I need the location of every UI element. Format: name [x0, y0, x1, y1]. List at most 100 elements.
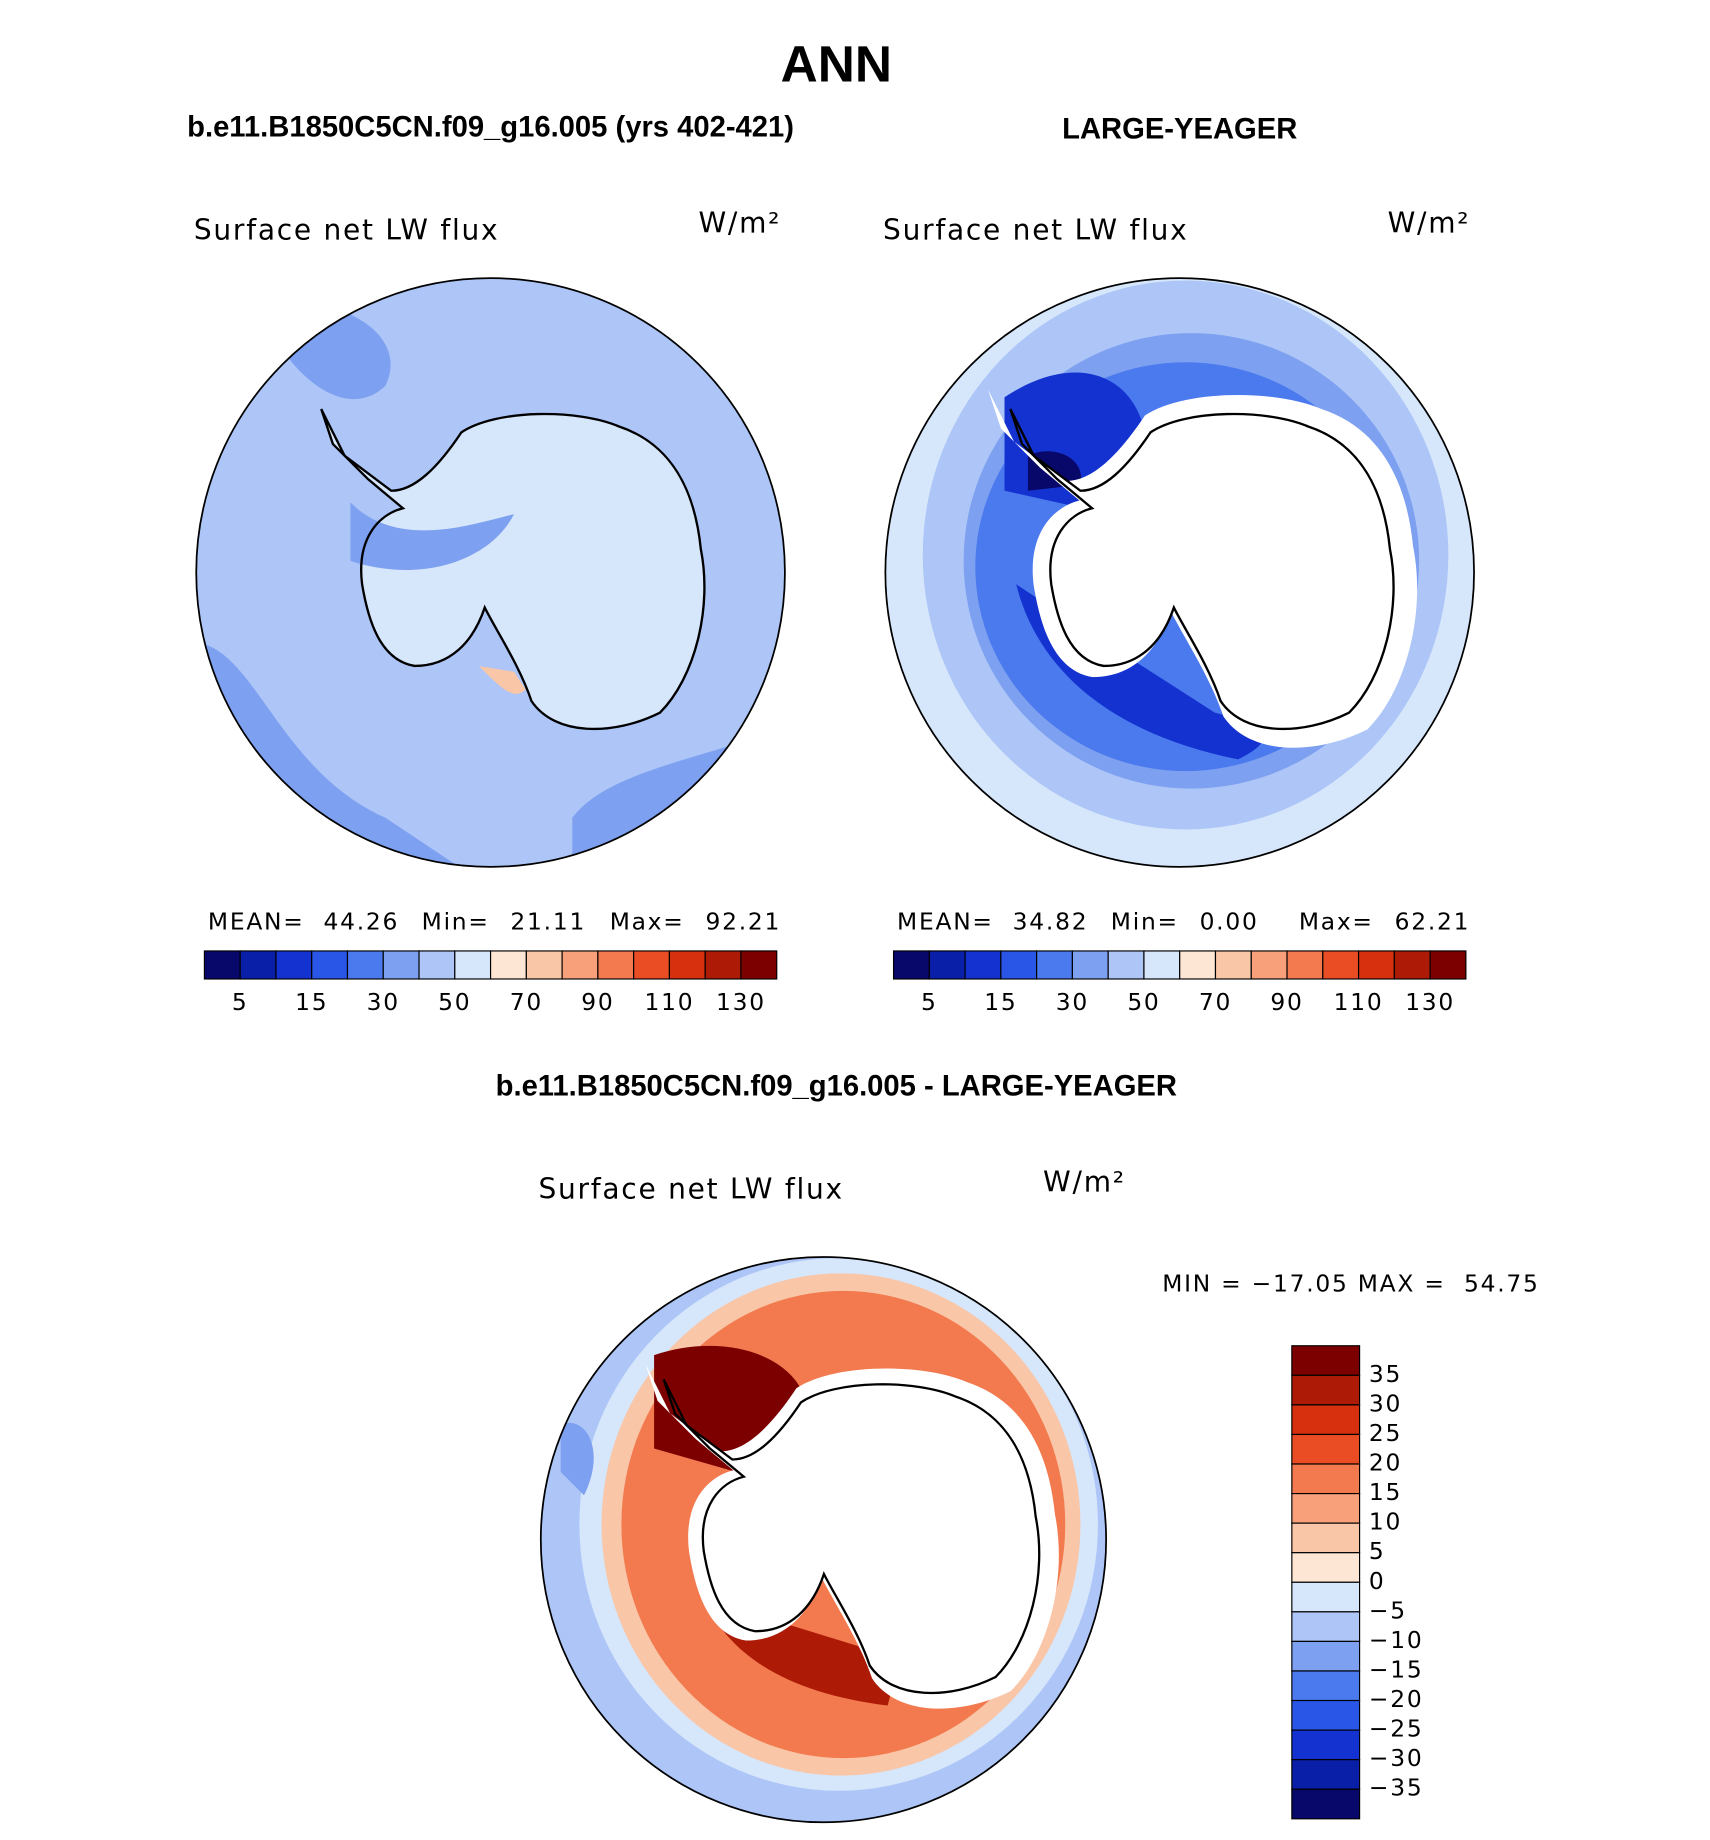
map-border: [195, 277, 786, 868]
field-region: [478, 665, 526, 694]
colorbar-box: [964, 950, 1002, 980]
colorbar-label: 70: [510, 988, 543, 1016]
colorbar-box: [346, 950, 384, 980]
colorbar-box: [454, 950, 492, 980]
map-border: [884, 277, 1475, 868]
colorbar-label: 15: [1369, 1478, 1402, 1506]
colorbar-label: 5: [232, 988, 249, 1016]
colorbar-box: [561, 950, 599, 980]
colorbar-box: [597, 950, 635, 980]
colorbar-box: [239, 950, 277, 980]
colorbar-label: −30: [1369, 1744, 1424, 1772]
colorbar-box: [1143, 950, 1181, 980]
colorbar-label: 5: [1369, 1537, 1386, 1565]
colorbar-label: −25: [1369, 1715, 1424, 1743]
stat-text: 34.82: [1013, 907, 1089, 935]
field-region: [560, 1422, 594, 1496]
map: [885, 278, 1475, 867]
stat-text: 44.26: [324, 907, 400, 935]
colorbar-box: [489, 950, 527, 980]
panel-header: LARGE-YEAGER: [1062, 114, 1297, 146]
colorbar-box: [1291, 1670, 1361, 1702]
colorbar-box: [1291, 1433, 1361, 1465]
colorbar-box: [892, 950, 930, 980]
map: [540, 1256, 1107, 1823]
stats: MEAN= 34.82 Min= 0.00 Max= 62.21: [897, 907, 1471, 935]
colorbar-label: 50: [438, 988, 471, 1016]
stat-text: 92.21: [705, 907, 781, 935]
colorbar-box: [1291, 1522, 1361, 1554]
colorbar-label: 90: [581, 988, 614, 1016]
colorbar-label: 35: [1369, 1360, 1402, 1388]
colorbar-box: [525, 950, 563, 980]
map-title: Surface net LW flux: [883, 213, 1188, 246]
colorbar-label: 25: [1369, 1419, 1402, 1447]
colorbar-label: 10: [1369, 1508, 1402, 1536]
stat-text: 0.00: [1200, 907, 1259, 935]
panel-header: b.e11.B1850C5CN.f09_g16.005 (yrs 402-421…: [187, 111, 794, 143]
colorbar-label: 30: [367, 988, 400, 1016]
colorbar-box: [1291, 1699, 1361, 1731]
colorbar-box: [740, 950, 778, 980]
colorbar-label: 30: [1056, 988, 1089, 1016]
colorbar-label: 70: [1199, 988, 1232, 1016]
colorbar-box: [1291, 1788, 1361, 1820]
units: W/m²: [1388, 206, 1471, 239]
colorbar-label: 110: [645, 988, 695, 1016]
colorbar-label: 130: [716, 988, 766, 1016]
colorbar-box: [1291, 1729, 1361, 1761]
colorbar-label: 50: [1127, 988, 1160, 1016]
colorbar-box: [275, 950, 313, 980]
colorbar-box: [1291, 1345, 1361, 1376]
colorbar-box: [1291, 1404, 1361, 1436]
colorbar-box: [1107, 950, 1145, 980]
colorbar-box: [1179, 950, 1217, 980]
colorbar-label: 15: [984, 988, 1017, 1016]
colorbar-box: [1393, 950, 1431, 980]
colorbar-box: [928, 950, 966, 980]
colorbar-box: [382, 950, 420, 980]
map-title: Surface net LW flux: [194, 213, 499, 246]
colorbar-label: 30: [1369, 1389, 1402, 1417]
colorbar-box: [203, 950, 241, 980]
colorbar-box: [1291, 1759, 1361, 1790]
colorbar-box: [1291, 1463, 1361, 1495]
colorbar-box: [704, 950, 742, 980]
colorbar-box: [1071, 950, 1109, 980]
map-border: [539, 1256, 1108, 1824]
stat-text: 62.21: [1395, 907, 1471, 935]
colorbar-label: 15: [295, 988, 328, 1016]
colorbar-box: [418, 950, 456, 980]
field-region: [350, 502, 514, 570]
stat-text: MEAN=: [897, 907, 994, 935]
colorbar-label: 90: [1270, 988, 1303, 1016]
colorbar-box: [1291, 1552, 1361, 1583]
colorbar-box: [1036, 950, 1073, 980]
colorbar-box: [1429, 950, 1467, 980]
colorbar-box: [633, 950, 671, 980]
colorbar-box: [1250, 950, 1288, 980]
colorbar-box: [1322, 950, 1360, 980]
colorbar-box: [1291, 1581, 1361, 1613]
stat-text: 21.11: [510, 907, 586, 935]
panel-header: b.e11.B1850C5CN.f09_g16.005 - LARGE-YEAG…: [496, 1070, 1177, 1102]
colorbar-label: −15: [1369, 1655, 1424, 1683]
stats: MEAN= 44.26 Min= 21.11 Max= 92.21: [208, 907, 781, 935]
stat-text: Max=: [1299, 907, 1374, 935]
colorbar-box: [1291, 1611, 1361, 1642]
colorbar-box: [1214, 950, 1252, 980]
colorbar-label: −35: [1369, 1774, 1424, 1802]
colorbar-box: [1286, 950, 1324, 980]
colorbar-box: [668, 950, 706, 980]
stat-text: Min=: [422, 907, 490, 935]
field-region: [654, 1345, 806, 1472]
units: W/m²: [698, 206, 781, 239]
colorbar-box: [1357, 950, 1395, 980]
colorbar-label: −20: [1369, 1685, 1424, 1713]
colorbar: 5 15 30 50 70 90 110 130: [203, 950, 778, 1016]
colorbar-box: [1291, 1374, 1361, 1406]
colorbar: 5 15 30 50 70 90 110 130: [892, 950, 1467, 1016]
colorbar-label: 110: [1334, 988, 1384, 1016]
